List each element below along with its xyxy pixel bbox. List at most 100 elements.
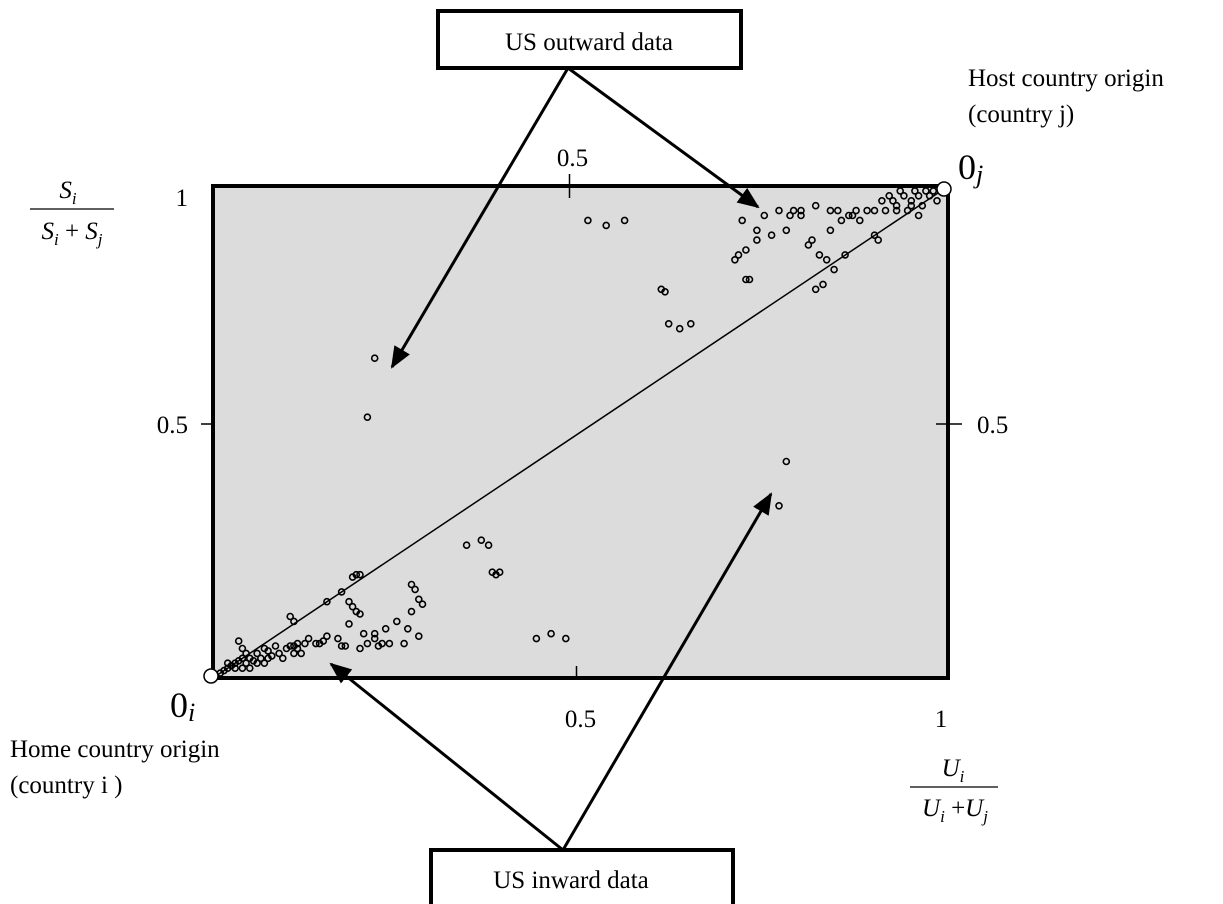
data-point xyxy=(304,634,313,643)
x-axis-label: Ui Ui +Uj xyxy=(910,755,998,826)
x-tick-label-bottom: 1 xyxy=(935,706,948,733)
data-point xyxy=(477,536,486,545)
x-label-den-a-sub: i xyxy=(940,807,945,826)
data-point xyxy=(914,211,923,220)
data-point xyxy=(462,541,471,550)
data-point xyxy=(411,585,419,594)
data-point xyxy=(242,649,250,658)
home-origin-marker xyxy=(203,668,219,684)
data-point xyxy=(786,211,794,220)
data-point xyxy=(760,211,769,220)
data-point xyxy=(826,226,835,235)
data-point xyxy=(253,649,261,658)
y-label-den-b-sub: j xyxy=(96,230,103,249)
x-label-den-a: U xyxy=(922,795,942,822)
svg-text:Ui +Uj: Ui +Uj xyxy=(922,795,988,826)
data-point xyxy=(418,600,427,609)
data-point xyxy=(808,236,816,244)
data-point xyxy=(407,607,416,616)
data-point xyxy=(900,192,908,200)
host-origin-label: 0j xyxy=(958,147,983,189)
data-point xyxy=(407,580,416,589)
data-point xyxy=(484,541,493,550)
data-point xyxy=(242,659,250,668)
inward-callout: US inward data xyxy=(429,848,735,904)
data-point xyxy=(914,192,923,200)
data-point xyxy=(378,639,386,648)
data-point xyxy=(414,595,423,604)
data-point xyxy=(837,216,846,225)
data-point xyxy=(903,206,912,215)
data-point xyxy=(271,642,280,650)
data-point xyxy=(742,246,750,254)
data-point xyxy=(363,413,372,422)
data-point xyxy=(830,265,838,274)
data-point xyxy=(345,620,353,628)
data-point xyxy=(878,197,886,205)
y-tick-label-left: 0.5 xyxy=(157,412,188,439)
data-point xyxy=(933,197,941,205)
home-origin-caption-1: Home country origin xyxy=(10,736,220,763)
data-point xyxy=(234,637,243,645)
data-point xyxy=(334,634,342,643)
axis-ticks: 0.5 1 0.5 0.5 1 0.5 xyxy=(157,145,1009,733)
data-point xyxy=(584,216,592,225)
data-point xyxy=(370,354,379,363)
data-point xyxy=(686,319,695,328)
data-point xyxy=(775,206,783,215)
data-point xyxy=(896,187,905,195)
outward-arrow-right xyxy=(567,66,760,209)
data-point xyxy=(602,221,611,230)
data-point xyxy=(874,236,883,244)
data-point xyxy=(907,201,916,210)
data-point xyxy=(797,206,805,215)
inward-arrow-right xyxy=(561,492,773,851)
y-tick-label-left: 1 xyxy=(176,185,189,212)
home-origin-caption-2: (country i ) xyxy=(10,772,122,799)
data-point xyxy=(870,206,879,215)
x-label-num-sub: i xyxy=(960,767,965,786)
data-point xyxy=(782,457,791,466)
data-point xyxy=(260,659,269,668)
data-point xyxy=(661,287,669,296)
host-origin-marker xyxy=(936,181,952,197)
data-point xyxy=(337,642,346,650)
data-point xyxy=(789,206,798,215)
data-point xyxy=(811,201,820,210)
data-point xyxy=(356,570,364,579)
data-point xyxy=(312,639,320,648)
data-point xyxy=(797,211,805,220)
data-point xyxy=(753,226,761,235)
data-point xyxy=(775,501,783,510)
x-label-den-b: U xyxy=(965,795,985,822)
data-point xyxy=(734,251,743,259)
data-point xyxy=(892,206,901,215)
svg-text:Si + Sj: Si + Sj xyxy=(41,218,102,249)
data-point xyxy=(293,639,302,648)
data-point xyxy=(385,639,394,648)
data-point xyxy=(841,251,849,259)
data-point xyxy=(929,187,938,195)
y-tick-label-right: 0.5 xyxy=(977,412,1008,439)
data-point xyxy=(731,255,739,264)
data-point xyxy=(804,241,813,249)
svg-text:Ui: Ui xyxy=(942,755,965,786)
data-point xyxy=(337,588,346,596)
host-origin-caption-1: Host country origin xyxy=(968,65,1164,92)
data-point xyxy=(345,597,353,606)
data-point xyxy=(907,197,916,205)
y-axis-label: Si Si + Sj xyxy=(30,177,114,249)
data-point xyxy=(547,629,555,638)
data-point xyxy=(264,647,272,655)
data-point xyxy=(286,642,295,650)
data-point xyxy=(911,187,919,195)
data-point xyxy=(286,612,295,621)
data-point xyxy=(275,649,283,658)
data-point xyxy=(403,624,412,633)
data-points xyxy=(216,187,945,677)
y-label-num-sub: i xyxy=(72,189,77,208)
data-point xyxy=(319,637,328,645)
data-point xyxy=(414,632,423,641)
data-point xyxy=(238,664,247,673)
data-point xyxy=(290,617,298,626)
